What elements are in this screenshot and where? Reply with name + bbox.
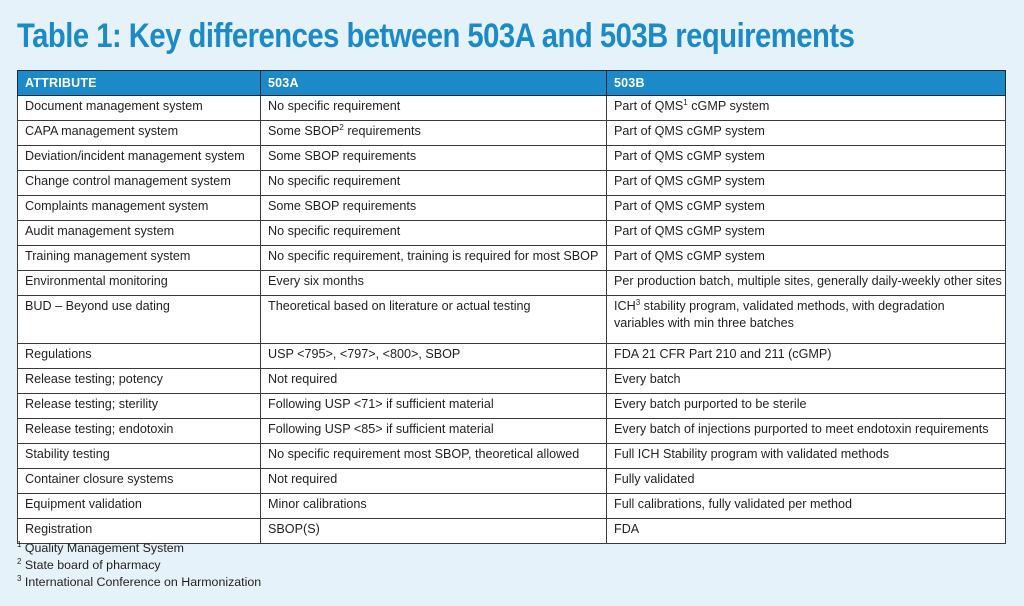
503b-cell: Part of QMS cGMP system (606, 220, 1006, 246)
503b-cell: Part of QMS cGMP system (606, 245, 1006, 271)
footnote-marker: 2 (339, 123, 344, 132)
attribute-cell: Change control management system (17, 170, 261, 196)
footnote-number: 3 (17, 574, 22, 583)
attribute-cell: Document management system (17, 95, 261, 121)
header-503b: 503B (606, 70, 1006, 96)
attribute-cell: Deviation/incident management system (17, 145, 261, 171)
attribute-cell: Stability testing (17, 443, 261, 469)
attribute-cell: Container closure systems (17, 468, 261, 494)
table-row: Audit management system No specific requ… (17, 220, 1006, 246)
table-row: BUD – Beyond use dating Theoretical base… (17, 295, 1006, 344)
header-attribute: ATTRIBUTE (17, 70, 261, 96)
503b-cell: Part of QMS cGMP system (606, 120, 1006, 146)
attribute-cell: BUD – Beyond use dating (17, 295, 261, 344)
table-row: Complaints management system Some SBOP r… (17, 195, 1006, 221)
503a-cell: SBOP(S) (260, 518, 607, 544)
503a-cell: Theoretical based on literature or actua… (260, 295, 607, 344)
footnotes: 1 Quality Management System 2 State boar… (17, 540, 261, 591)
table-row: Regulations USP <795>, <797>, <800>, SBO… (17, 343, 1006, 369)
503a-cell: Following USP <71> if sufficient materia… (260, 393, 607, 419)
attribute-cell: Environmental monitoring (17, 270, 261, 296)
503b-cell: Full ICH Stability program with validate… (606, 443, 1006, 469)
footnote: 2 State board of pharmacy (17, 557, 261, 574)
attribute-cell: Training management system (17, 245, 261, 271)
footnote-marker: 1 (683, 98, 688, 107)
table-header-row: ATTRIBUTE 503A 503B (17, 70, 1006, 96)
cell-text: ICH (614, 299, 636, 313)
503b-cell: Every batch of injections purported to m… (606, 418, 1006, 444)
table-row: Release testing; endotoxin Following USP… (17, 418, 1006, 444)
header-503a: 503A (260, 70, 607, 96)
footnote: 3 International Conference on Harmonizat… (17, 574, 261, 591)
cell-text: requirements (343, 124, 421, 138)
table-row: Training management system No specific r… (17, 245, 1006, 271)
503b-cell: Part of QMS cGMP system (606, 195, 1006, 221)
attribute-cell: CAPA management system (17, 120, 261, 146)
503b-cell: Per production batch, multiple sites, ge… (606, 270, 1006, 296)
table-row: Change control management system No spec… (17, 170, 1006, 196)
attribute-cell: Audit management system (17, 220, 261, 246)
503b-cell: Every batch purported to be sterile (606, 393, 1006, 419)
table-row: CAPA management system Some SBOP2 requir… (17, 120, 1006, 146)
503a-cell: Some SBOP requirements (260, 145, 607, 171)
attribute-cell: Release testing; sterility (17, 393, 261, 419)
503a-cell: USP <795>, <797>, <800>, SBOP (260, 343, 607, 369)
503b-cell: ICH3 stability program, validated method… (606, 295, 1006, 344)
attribute-cell: Registration (17, 518, 261, 544)
503b-cell: FDA 21 CFR Part 210 and 211 (cGMP) (606, 343, 1006, 369)
cell-text: stability program, validated methods, wi… (614, 299, 945, 330)
footnote-marker: 3 (635, 298, 641, 307)
footnote-number: 2 (17, 557, 22, 566)
comparison-table: ATTRIBUTE 503A 503B Document management … (17, 70, 1006, 544)
cell-text: cGMP system (687, 99, 770, 113)
503a-cell: Following USP <85> if sufficient materia… (260, 418, 607, 444)
503b-cell: Full calibrations, fully validated per m… (606, 493, 1006, 519)
503b-cell: Part of QMS cGMP system (606, 170, 1006, 196)
503a-cell: No specific requirement (260, 220, 607, 246)
attribute-cell: Regulations (17, 343, 261, 369)
503b-cell: Fully validated (606, 468, 1006, 494)
table-row: Deviation/incident management system Som… (17, 145, 1006, 171)
footnote-text: State board of pharmacy (21, 558, 161, 572)
table-row: Release testing; sterility Following USP… (17, 393, 1006, 419)
page-title: Table 1: Key differences between 503A an… (17, 17, 855, 55)
table-row: Stability testing No specific requiremen… (17, 443, 1006, 469)
503a-cell: Some SBOP2 requirements (260, 120, 607, 146)
503a-cell: Not required (260, 368, 607, 394)
table-row: Document management system No specific r… (17, 95, 1006, 121)
footnote: 1 Quality Management System (17, 540, 261, 557)
table-row: Release testing; potency Not required Ev… (17, 368, 1006, 394)
cell-text: Part of QMS (614, 99, 684, 113)
503a-cell: No specific requirement (260, 95, 607, 121)
503a-cell: Minor calibrations (260, 493, 607, 519)
attribute-cell: Release testing; potency (17, 368, 261, 394)
attribute-cell: Release testing; endotoxin (17, 418, 261, 444)
503a-cell: Not required (260, 468, 607, 494)
attribute-cell: Complaints management system (17, 195, 261, 221)
table-row: Environmental monitoring Every six month… (17, 270, 1006, 296)
503b-cell: Part of QMS cGMP system (606, 145, 1006, 171)
footnote-text: International Conference on Harmonizatio… (21, 575, 262, 589)
footnote-number: 1 (17, 540, 22, 549)
503a-cell: No specific requirement most SBOP, theor… (260, 443, 607, 469)
503b-cell: Part of QMS1 cGMP system (606, 95, 1006, 121)
503a-cell: No specific requirement (260, 170, 607, 196)
503a-cell: Every six months (260, 270, 607, 296)
503b-cell: FDA (606, 518, 1006, 544)
cell-text: Some SBOP (268, 124, 340, 138)
attribute-cell: Equipment validation (17, 493, 261, 519)
table-row: Container closure systems Not required F… (17, 468, 1006, 494)
503b-cell: Every batch (606, 368, 1006, 394)
footnote-text: Quality Management System (21, 541, 184, 555)
503a-cell: No specific requirement, training is req… (260, 245, 607, 271)
table-row: Registration SBOP(S) FDA (17, 518, 1006, 544)
503a-cell: Some SBOP requirements (260, 195, 607, 221)
table-row: Equipment validation Minor calibrations … (17, 493, 1006, 519)
